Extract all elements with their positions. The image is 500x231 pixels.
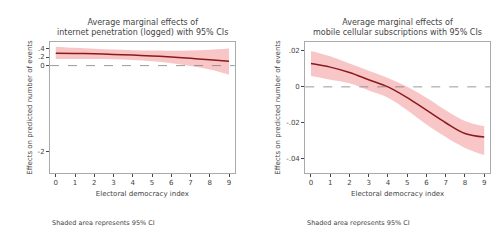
svg-text:0: 0 <box>40 62 44 70</box>
svg-text:4: 4 <box>386 179 391 187</box>
svg-text:Average marginal effects ofint: Average marginal effects ofinternet pene… <box>57 18 228 37</box>
svg-text:6: 6 <box>169 179 174 187</box>
svg-text:Effects on predicted number of: Effects on predicted number of events <box>26 40 34 175</box>
svg-text:9: 9 <box>227 179 231 187</box>
svg-text:0: 0 <box>309 179 313 187</box>
svg-text:2: 2 <box>347 179 351 187</box>
svg-text:8: 8 <box>208 179 212 187</box>
svg-text:3: 3 <box>366 179 370 187</box>
svg-text:.2: .2 <box>38 53 45 61</box>
svg-text:6: 6 <box>424 179 429 187</box>
svg-text:-.04: -.04 <box>286 155 300 163</box>
svg-text:Effects on predicted number of: Effects on predicted number of events <box>274 40 282 175</box>
svg-text:5: 5 <box>150 179 154 187</box>
svg-text:0: 0 <box>54 179 58 187</box>
svg-text:Average marginal effects ofmob: Average marginal effects ofmobile cellul… <box>313 18 482 37</box>
svg-text:1: 1 <box>328 179 332 187</box>
svg-text:7: 7 <box>188 179 192 187</box>
svg-text:.4: .4 <box>38 45 45 53</box>
svg-text:0: 0 <box>295 83 299 91</box>
svg-text:7: 7 <box>443 179 447 187</box>
svg-text:-2: -2 <box>38 148 45 156</box>
svg-text:2: 2 <box>92 179 96 187</box>
svg-text:Electoral democracy index: Electoral democracy index <box>351 190 444 198</box>
svg-text:Shaded area represents 95% CI: Shaded area represents 95% CI <box>52 219 155 227</box>
svg-text:8: 8 <box>463 179 467 187</box>
svg-text:5: 5 <box>405 179 409 187</box>
svg-text:-.02: -.02 <box>286 119 300 127</box>
svg-text:Shaded area represents 95% CI: Shaded area represents 95% CI <box>307 219 410 227</box>
svg-text:3: 3 <box>111 179 115 187</box>
svg-text:.02: .02 <box>289 47 300 55</box>
svg-text:9: 9 <box>482 179 486 187</box>
svg-text:Electoral democracy index: Electoral democracy index <box>96 190 189 198</box>
svg-text:1: 1 <box>73 179 77 187</box>
svg-text:4: 4 <box>131 179 136 187</box>
